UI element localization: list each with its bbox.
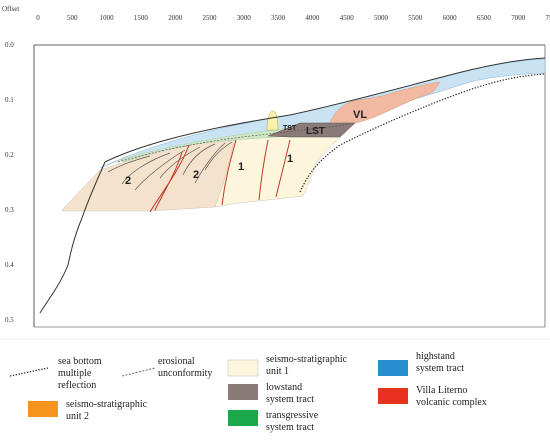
svg-text:seismo-stratigraphic uni: seismo-stratigraphic unit 2 (66, 399, 150, 422)
legend-erosional-symbol (121, 367, 156, 377)
x-tick-label: 5500 (408, 14, 423, 22)
unit-1-label-a: 1 (238, 161, 244, 173)
x-tick-label: 6500 (477, 14, 492, 22)
legend-erosional-line2: unconformity (158, 368, 212, 379)
x-tick-label: 4500 (340, 14, 355, 22)
y-tick-labels: 0.0 0.1 0.2 0.3 0.4 0.5 (5, 41, 14, 324)
svg-text:seismo-stratigraphic uni: seismo-stratigraphic unit 1 (266, 354, 350, 377)
legend-transgressive-line2: system tract (266, 422, 314, 433)
lst-label: LST (306, 126, 325, 137)
y-tick-label: 0.4 (5, 261, 14, 269)
legend-lowstand-swatch (228, 384, 258, 400)
svg-text:lowstand system tract: lowstand system tract (266, 382, 314, 405)
legend: sea bottom multiple reflection erosional… (9, 351, 487, 433)
unit-2-label-a: 2 (125, 175, 131, 187)
x-tick-label: 3000 (237, 14, 252, 22)
legend-unit-2-swatch (28, 401, 58, 417)
offset-axis-title: Offset (2, 5, 19, 13)
x-tick-label: 1500 (134, 14, 149, 22)
legend-unit-2-line2: unit 2 (66, 411, 89, 422)
legend-villa-literno-line1: Villa Literno (416, 385, 467, 396)
svg-text:highstand system tract: highstand system tract (416, 351, 464, 374)
x-tick-label: 5000 (374, 14, 389, 22)
unit-2-label-b: 2 (193, 169, 199, 181)
unit-2-clinoforms (107, 141, 233, 191)
x-tick-label: 3500 (271, 14, 286, 22)
sea-bottom-line (39, 57, 546, 314)
legend-sea-bottom-symbol (9, 367, 49, 377)
legend-lowstand-line2: system tract (266, 394, 314, 405)
x-tick-label: 0 (36, 14, 40, 22)
svg-text:transgressive system tra: transgressive system tract (266, 410, 321, 433)
legend-transgressive-line1: transgressive (266, 410, 319, 421)
svg-text:erosional unconformity: erosional unconformity (158, 356, 212, 379)
x-tick-label: 6000 (443, 14, 458, 22)
y-tick-label: 0.2 (5, 151, 14, 159)
legend-highstand-line1: highstand (416, 351, 455, 362)
unit-1-label-b: 1 (287, 153, 293, 165)
unit-1-body (214, 135, 341, 208)
x-tick-label: 2500 (203, 14, 218, 22)
tst-label: TST (283, 125, 297, 132)
x-tick-label: 500 (67, 14, 78, 22)
vl-label: VL (353, 109, 367, 121)
legend-villa-literno-line2: volcanic complex (416, 397, 487, 408)
legend-highstand-swatch (378, 360, 408, 376)
tst-lens (266, 110, 279, 131)
multiple-reflection-line (299, 73, 546, 193)
legend-highstand-line2: system tract (416, 363, 464, 374)
legend-unit-1-line2: unit 1 (266, 366, 289, 377)
legend-lowstand-line1: lowstand (266, 382, 302, 393)
erosional-unconformity-line (117, 123, 351, 163)
fault-lines (149, 139, 291, 213)
y-tick-label: 0.0 (5, 41, 14, 49)
legend-sea-bottom-line1: sea bottom (58, 356, 102, 367)
x-tick-label: 4000 (305, 14, 320, 22)
x-tick-label: 1000 (100, 14, 115, 22)
legend-sea-bottom-line2: multiple (58, 368, 92, 379)
legend-erosional-line1: erosional (158, 356, 195, 367)
x-tick-label: 7500 (546, 14, 550, 22)
legend-unit-1-swatch (227, 359, 259, 377)
legend-unit-1-line1: seismo-stratigraphic (266, 354, 348, 365)
x-tick-label: 2000 (168, 14, 183, 22)
legend-unit-2-line1: seismo-stratigraphic (66, 399, 148, 410)
legend-transgressive-swatch (228, 410, 258, 426)
svg-text:Villa Literno volcanic c: Villa Literno volcanic complex (416, 385, 487, 408)
x-tick-label: 7000 (511, 14, 526, 22)
svg-text:sea bottom multiple: sea bottom multiple reflection (58, 356, 104, 391)
legend-villa-literno-swatch (378, 388, 408, 404)
x-tick-labels: 0 500 1000 1500 2000 2500 3000 3500 4000 4500 5000… (36, 14, 550, 22)
y-tick-label: 0.5 (5, 316, 14, 324)
legend-sea-bottom-line3: reflection (58, 380, 96, 391)
y-tick-label: 0.3 (5, 206, 14, 214)
villa-literno-body (329, 81, 441, 127)
y-tick-label: 0.1 (5, 96, 14, 104)
